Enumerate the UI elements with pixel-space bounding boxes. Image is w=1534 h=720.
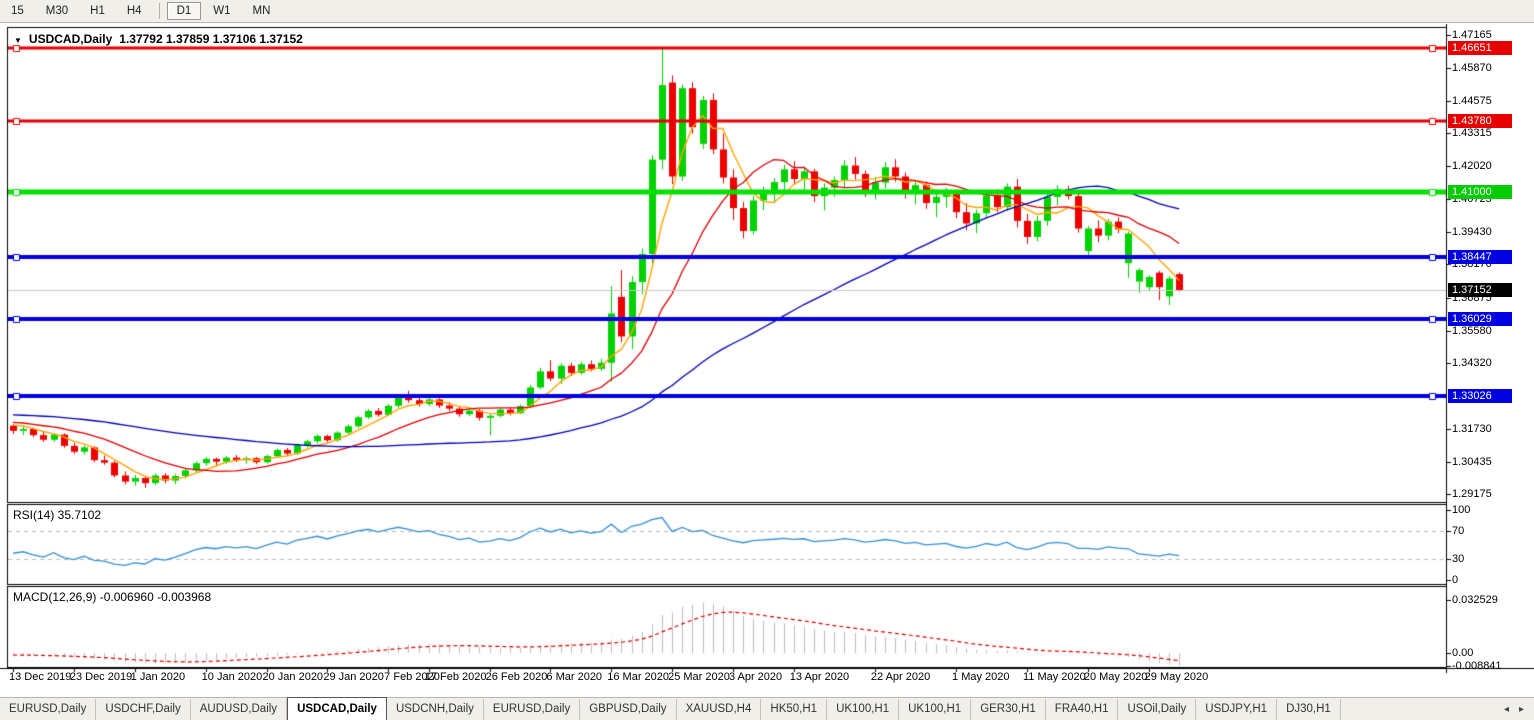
chart-title: ▼ USDCAD,Daily 1.37792 1.37859 1.37106 1… [14,32,303,46]
timeframe-button-h1[interactable]: H1 [90,5,105,17]
date-label: 16 Mar 2020 [607,671,670,683]
date-label: 3 Apr 2020 [728,671,783,683]
price-badge-1.36029: 1.36029 [1448,312,1512,327]
price-badge-1.46651: 1.46651 [1448,41,1512,56]
chart-tab-uk100-h1[interactable]: UK100,H1 [899,699,972,720]
scroll-right-icon[interactable]: ▸ [1518,703,1524,715]
chart-tab-eurusd-daily[interactable]: EURUSD,Daily [0,699,97,720]
price-badge-1.33026: 1.33026 [1448,388,1512,403]
rsi-indicator-label: RSI(14) 35.7102 [13,508,102,522]
chart-tab-ger30-h1[interactable]: GER30,H1 [971,699,1046,720]
tab-scroll-arrows: ◂ ▸ [1494,698,1534,720]
date-label: 20 Jan 2020 [262,671,324,683]
timeframe-button-mn[interactable]: MN [252,5,271,17]
chart-tab-usoil-daily[interactable]: USOil,Daily [1118,699,1197,720]
chart-symbol-label: USDCAD,Daily [28,32,113,46]
date-label: 1 May 2020 [952,671,1010,683]
price-badge-1.43780: 1.43780 [1448,114,1512,129]
timeframe-button-15[interactable]: 15 [11,5,24,17]
toolbar-separator [158,3,160,19]
chart-tab-fra40-h1[interactable]: FRA40,H1 [1046,699,1119,720]
rsi-tick-100: 100 [1452,504,1471,516]
date-label: 1 Jan 2020 [130,671,186,683]
price-tick-1.43315: 1.43315 [1452,127,1492,140]
rsi-tick-30: 30 [1452,553,1465,565]
macd-tick-0.032529: 0.032529 [1452,593,1498,606]
chart-tab-audusd-daily[interactable]: AUDUSD,Daily [191,699,288,720]
price-tick-1.42020: 1.42020 [1452,160,1492,173]
timeframe-button-h4[interactable]: H4 [126,5,142,17]
chart-tab-usdcnh-daily[interactable]: USDCNH,Daily [387,699,484,720]
price-badge-1.38447: 1.38447 [1448,250,1512,265]
date-label: 22 Apr 2020 [870,671,931,683]
date-label: 23 Dec 2019 [69,671,133,683]
price-tick-1.31730: 1.31730 [1452,422,1492,435]
chart-tab-bar: EURUSD,Daily USDCHF,Daily AUDUSD,Daily USDC… [0,697,1534,720]
date-label: 6 Mar 2020 [546,671,603,683]
price-badge-1.41000: 1.41000 [1448,185,1512,200]
macd-tick--0.008841: -0.008841 [1452,660,1502,672]
chart-tab-hk50-h1[interactable]: HK50,H1 [761,699,828,720]
price-tick-1.29175: 1.29175 [1452,487,1492,500]
timeframe-button-m30[interactable]: M30 [45,5,69,17]
price-tick-1.30435: 1.30435 [1452,455,1492,468]
price-tick-1.45870: 1.45870 [1452,62,1492,75]
chart-tab-usdcad-daily[interactable]: USDCAD,Daily [287,697,387,720]
chart-tab-xauusd-h4[interactable]: XAUUSD,H4 [677,699,762,720]
rsi-tick-70: 70 [1452,525,1465,537]
date-label: 17 Feb 2020 [424,671,487,683]
price-tick-1.44575: 1.44575 [1452,95,1492,108]
scroll-left-icon[interactable]: ◂ [1503,703,1509,715]
timeframe-button-d1[interactable]: D1 [166,2,202,20]
timeframe-button-w1[interactable]: W1 [213,5,231,17]
date-label: 25 Mar 2020 [668,671,730,683]
date-label: 7 Feb 2020 [384,671,440,683]
macd-tick-0.00: 0.00 [1452,647,1474,659]
chart-tab-eurusd-daily[interactable]: EURUSD,Daily [484,699,581,720]
macd-indicator-label: MACD(12,26,9) -0.006960 -0.003968 [13,590,212,604]
price-tick-1.34320: 1.34320 [1452,356,1492,369]
price-tick-1.35580: 1.35580 [1452,324,1492,337]
chart-tab-gbpusd-daily[interactable]: GBPUSD,Daily [580,699,677,720]
price-tick-1.47165: 1.47165 [1452,29,1492,41]
date-label: 20 May 2020 [1083,671,1148,683]
chart-tab-usdjpy-h1[interactable]: USDJPY,H1 [1196,699,1278,720]
date-label: 13 Dec 2019 [9,671,72,683]
price-badge-1.37152: 1.37152 [1448,283,1512,298]
chart-canvas[interactable] [0,24,1534,696]
chart-tab-usdchf-daily[interactable]: USDCHF,Daily [96,699,191,720]
rsi-tick-0: 0 [1452,574,1459,586]
date-label: 10 Jan 2020 [201,671,263,683]
chart-tab-dj30-h1[interactable]: DJ30,H1 [1277,699,1341,720]
chart-ohlc-values: 1.37792 1.37859 1.37106 1.37152 [119,32,303,46]
chart-tab-uk100-h1[interactable]: UK100,H1 [827,699,900,720]
date-label: 13 Apr 2020 [789,671,850,683]
date-label: 29 May 2020 [1144,671,1209,683]
timeframe-toolbar[interactable]: 15 M30 H1 H4 D1 W1 MN [0,0,1534,23]
date-label: 11 May 2020 [1023,671,1086,683]
chevron-down-icon[interactable]: ▼ [14,35,22,45]
date-label: 26 Feb 2020 [485,671,548,683]
date-label: 29 Jan 2020 [323,671,384,683]
price-tick-1.39430: 1.39430 [1452,226,1492,239]
